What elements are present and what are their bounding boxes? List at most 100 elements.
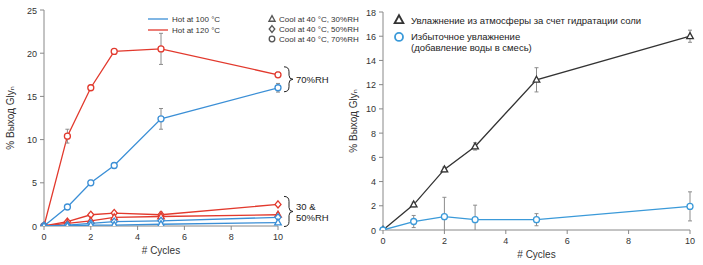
- series-line: [44, 215, 278, 226]
- chart: 05101520250246810# Cycles% Выход GlyₙHot…: [5, 6, 359, 257]
- data-point: [275, 201, 281, 208]
- y-tick-label: 12: [366, 80, 376, 90]
- y-tick: [379, 181, 383, 182]
- x-tick: [505, 230, 506, 234]
- y-axis: [383, 12, 384, 230]
- brace: [284, 67, 293, 92]
- legend-label: Cool at 40 °C, 50%RH: [279, 25, 359, 34]
- data-point: [441, 214, 447, 220]
- error-bar: [65, 129, 69, 143]
- data-point: [88, 85, 94, 91]
- x-tick: [628, 230, 629, 234]
- error-bar: [442, 197, 446, 230]
- legend: Увлажнение из атмосферы за счет гидратац…: [395, 15, 642, 54]
- data-point: [411, 219, 417, 225]
- y-tick: [40, 53, 44, 54]
- legend-label: Cool at 40 °C, 70%RH: [279, 35, 359, 44]
- series-line: [383, 206, 690, 230]
- plot-area: [380, 30, 694, 230]
- y-tick-label: 0: [32, 222, 37, 232]
- y-tick: [379, 108, 383, 109]
- data-point: [441, 166, 448, 172]
- error-bar: [112, 163, 116, 168]
- y-tick-label: 4: [371, 177, 376, 187]
- legend-label: Избыточное увлажнение(добавление воды в …: [411, 31, 532, 53]
- y-tick-label: 25: [27, 6, 37, 16]
- y-tick: [379, 84, 383, 85]
- error-bar: [159, 108, 163, 129]
- legend-swatch: [395, 33, 403, 41]
- x-tick: [567, 230, 568, 234]
- y-tick-label: 6: [371, 153, 376, 163]
- error-bar: [688, 192, 692, 221]
- data-point: [88, 180, 94, 186]
- x-tick: [44, 226, 45, 230]
- error-bar: [89, 180, 93, 185]
- x-tick: [184, 226, 185, 230]
- x-axis-label: # Cycles: [142, 245, 180, 256]
- data-point: [64, 222, 70, 226]
- data-point: [410, 201, 417, 207]
- data-point: [472, 143, 479, 149]
- x-tick: [278, 226, 279, 230]
- x-tick-label: 0: [380, 236, 385, 246]
- x-tick-label: 10: [685, 236, 695, 246]
- error-bar: [412, 215, 416, 227]
- data-point: [472, 217, 478, 223]
- y-tick: [379, 36, 383, 37]
- data-point: [111, 48, 117, 54]
- x-axis-label: # Cycles: [517, 249, 555, 260]
- x-axis: [383, 230, 690, 231]
- y-tick-label: 2: [371, 201, 376, 211]
- legend-label: Cool at 40 °C, 30%RH: [279, 15, 359, 24]
- y-axis-label: % Выход Glyₙ: [348, 89, 359, 152]
- x-tick-label: 8: [229, 232, 234, 242]
- y-tick: [379, 133, 383, 134]
- y-tick-label: 10: [27, 135, 37, 145]
- data-point: [275, 219, 282, 225]
- x-tick: [90, 226, 91, 230]
- legend-label: Увлажнение из атмосферы за счет гидратац…: [411, 15, 641, 26]
- data-point: [275, 85, 281, 91]
- plot-area: [41, 33, 282, 226]
- legend-swatch: [269, 36, 275, 42]
- y-tick-label: 20: [27, 49, 37, 59]
- y-tick-label: 8: [371, 129, 376, 139]
- data-point: [534, 217, 540, 223]
- error-bar: [473, 205, 477, 230]
- y-axis: [44, 10, 45, 226]
- data-point: [158, 46, 164, 52]
- data-point: [380, 226, 387, 230]
- data-point: [533, 76, 540, 82]
- x-tick-label: 10: [273, 232, 283, 242]
- error-bar: [112, 49, 116, 54]
- y-tick: [40, 182, 44, 183]
- x-tick-label: 2: [442, 236, 447, 246]
- chart: 0246810121416180246810# Cycles% Выход Gl…: [348, 8, 695, 261]
- y-tick-label: 18: [366, 8, 376, 18]
- x-tick-label: 0: [41, 232, 46, 242]
- y-tick: [379, 205, 383, 206]
- y-axis-label: % Выход Glyₙ: [5, 86, 16, 149]
- series-line: [44, 49, 278, 226]
- x-tick-label: 6: [565, 236, 570, 246]
- brace: [284, 196, 293, 226]
- annotation: 30 &50%RH: [296, 201, 329, 223]
- data-point: [41, 222, 48, 226]
- y-tick-label: 0: [371, 226, 376, 236]
- x-tick-label: 4: [503, 236, 508, 246]
- data-point: [111, 163, 117, 169]
- data-point: [88, 222, 95, 226]
- y-tick: [40, 139, 44, 140]
- data-point: [687, 33, 694, 39]
- y-tick-label: 10: [366, 104, 376, 114]
- x-tick: [231, 226, 232, 230]
- x-tick: [137, 226, 138, 230]
- data-point: [64, 204, 70, 210]
- data-point: [380, 227, 386, 230]
- data-point: [158, 221, 165, 226]
- data-point: [64, 222, 71, 226]
- y-tick-label: 14: [366, 56, 376, 66]
- y-tick: [379, 12, 383, 13]
- y-tick: [40, 96, 44, 97]
